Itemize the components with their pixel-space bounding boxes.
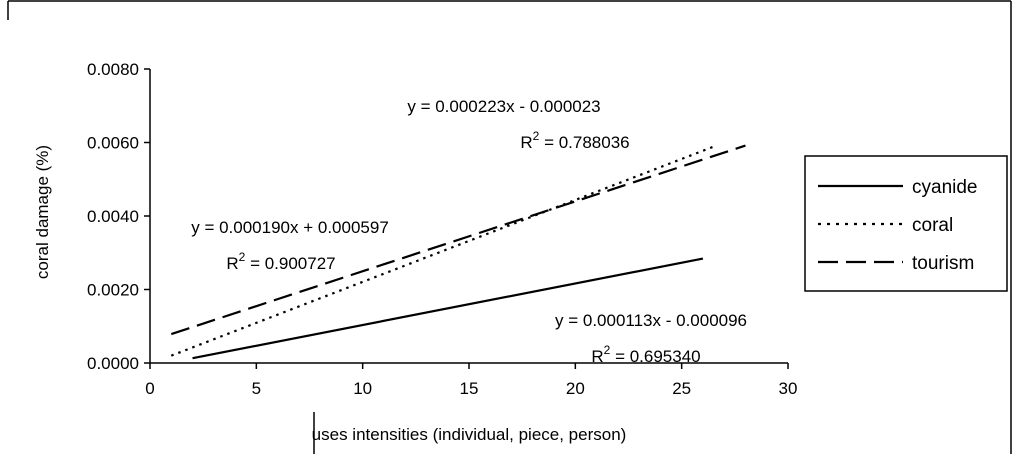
x-tick-label: 25 <box>672 379 691 398</box>
y-tick-label: 0.0060 <box>87 134 139 153</box>
trendline-annotations: y = 0.000113x - 0.000096 R2 = 0.695340 y =… <box>191 97 747 366</box>
equation-coral: y = 0.000223x - 0.000023 <box>407 97 600 116</box>
legend-items: cyanide coral tourism <box>818 177 978 274</box>
y-axis-title: coral damage (%) <box>33 145 52 279</box>
x-tick-label: 15 <box>460 379 479 398</box>
y-tick-label: 0.0000 <box>87 354 139 373</box>
equation-cyanide: y = 0.000113x - 0.000096 <box>555 311 747 330</box>
series-line-tourism <box>170 144 746 336</box>
x-tick-label: 20 <box>566 379 585 398</box>
series-line-cyanide <box>192 257 704 360</box>
x-tick-label: 0 <box>145 379 154 398</box>
y-tick-label: 0.0020 <box>87 281 139 300</box>
legend-label-coral: coral <box>912 215 953 236</box>
y-tick-label: 0.0040 <box>87 207 139 226</box>
r-squared-tourism: R2 = 0.900727 <box>226 250 335 273</box>
x-tick-label: 30 <box>779 379 798 398</box>
equation-tourism: y = 0.000190x + 0.000597 <box>191 218 389 237</box>
legend-label-tourism: tourism <box>912 253 974 274</box>
y-tick-label: 0.0080 <box>87 60 139 79</box>
x-tick-label: 5 <box>252 379 261 398</box>
legend-label-cyanide: cyanide <box>912 177 978 198</box>
series-lines <box>170 144 746 360</box>
x-axis-title: uses intensities (individual, piece, per… <box>312 425 627 444</box>
r-squared-coral: R2 = 0.788036 <box>520 129 629 152</box>
ticks: 0 5 10 15 20 25 30 0.0000 0.0020 0.0040 0.0060 0.00… <box>87 60 797 398</box>
x-tick-label: 10 <box>353 379 372 398</box>
r-squared-cyanide: R2 = 0.695340 <box>591 343 700 366</box>
legend: cyanide coral tourism <box>804 155 1008 292</box>
